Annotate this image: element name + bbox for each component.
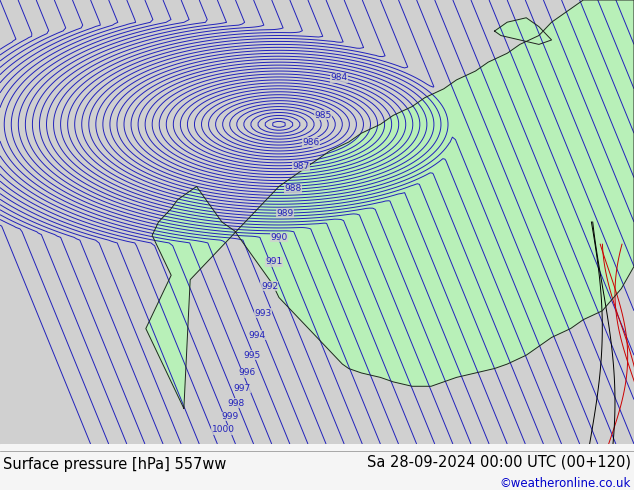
Text: 1000: 1000 — [212, 425, 235, 434]
Text: 986: 986 — [302, 138, 320, 147]
Text: 989: 989 — [276, 209, 294, 218]
Text: 990: 990 — [270, 233, 288, 242]
Text: 997: 997 — [233, 384, 251, 393]
Text: 993: 993 — [254, 309, 272, 318]
Text: Surface pressure [hPa] 557ww: Surface pressure [hPa] 557ww — [3, 457, 226, 472]
Text: 988: 988 — [284, 184, 302, 193]
Text: 999: 999 — [221, 412, 239, 421]
Text: 998: 998 — [228, 399, 245, 408]
Text: 985: 985 — [314, 111, 332, 120]
Text: ©weatheronline.co.uk: ©weatheronline.co.uk — [500, 477, 631, 490]
Text: 991: 991 — [265, 257, 283, 267]
Text: 996: 996 — [238, 368, 256, 377]
Text: 995: 995 — [243, 351, 261, 360]
Text: 987: 987 — [292, 162, 310, 171]
Text: 994: 994 — [248, 331, 266, 340]
Text: 984: 984 — [330, 73, 348, 82]
Polygon shape — [146, 0, 634, 409]
Polygon shape — [495, 18, 552, 45]
Text: 992: 992 — [261, 282, 278, 291]
Text: Sa 28-09-2024 00:00 UTC (00+120): Sa 28-09-2024 00:00 UTC (00+120) — [367, 455, 631, 470]
